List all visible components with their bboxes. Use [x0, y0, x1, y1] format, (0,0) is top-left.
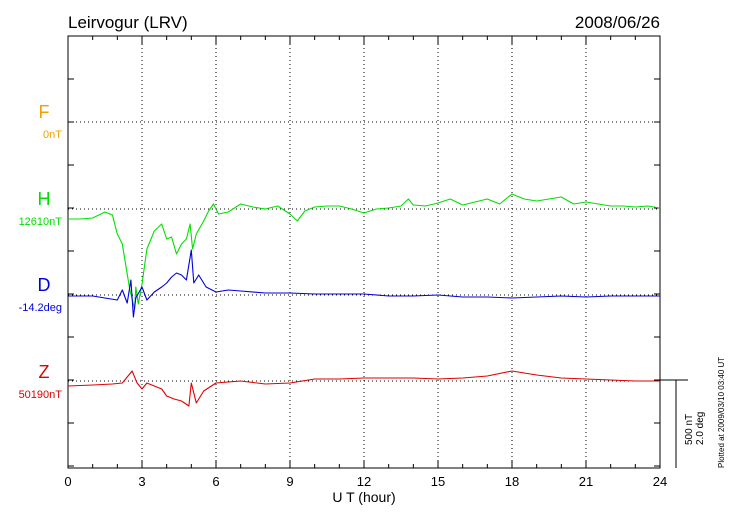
- x-tick-label: 6: [212, 474, 219, 489]
- channel-baseline-d: -14.2deg: [19, 302, 62, 314]
- series-line-z: [67, 370, 660, 407]
- scale-label-nt: 500 nT: [684, 414, 695, 445]
- grid-layer: [68, 36, 660, 468]
- series-layer: [67, 193, 661, 407]
- channel-name-h: H: [38, 189, 51, 209]
- channel-baseline-z: 50190nT: [19, 389, 63, 401]
- tick-layer: 0 3 6 9 12 15 18 21 24: [64, 36, 667, 489]
- x-tick-label: 12: [357, 474, 371, 489]
- series-line-h: [68, 193, 661, 310]
- channel-name-d: D: [38, 275, 51, 295]
- channel-baseline-h: 12610nT: [19, 216, 63, 228]
- chart-date: 2008/06/26: [575, 13, 660, 32]
- plot-timestamp: Plotted at 2009/03/10 03:40 UT: [717, 357, 726, 468]
- x-tick-label: 15: [431, 474, 445, 489]
- chart-title: Leirvogur (LRV): [68, 13, 188, 32]
- x-axis-label: U T (hour): [332, 489, 395, 505]
- series-line-d: [68, 249, 660, 318]
- channel-name-z: Z: [39, 362, 50, 382]
- scale-label-deg: 2.0 deg: [695, 412, 706, 445]
- x-tick-label: 24: [653, 474, 667, 489]
- x-tick-label: 9: [286, 474, 293, 489]
- x-tick-label: 21: [579, 474, 593, 489]
- x-tick-label: 18: [505, 474, 519, 489]
- channel-baseline-f: 0nT: [43, 129, 62, 141]
- x-tick-label: 0: [64, 474, 71, 489]
- channel-labels: F 0nT H 12610nT D -14.2deg Z 50190nT: [19, 102, 63, 401]
- channel-name-f: F: [39, 102, 50, 122]
- x-tick-label: 3: [138, 474, 145, 489]
